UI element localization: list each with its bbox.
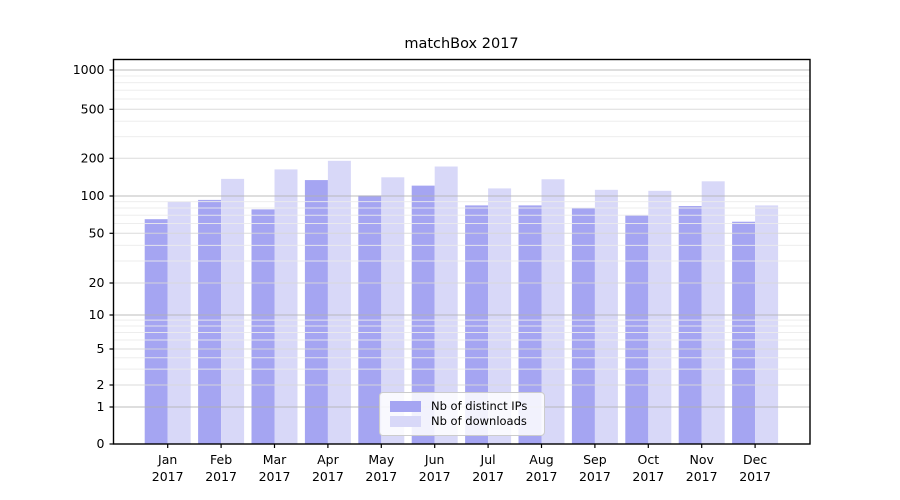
legend-swatch-distinct-ips: [390, 400, 421, 412]
chart-title: matchBox 2017: [404, 36, 519, 52]
x-tick-label: Oct 2017: [632, 452, 664, 484]
y-tick-label: 5: [97, 341, 105, 356]
y-tick-label: 0: [97, 436, 105, 451]
x-tick-label: Mar 2017: [259, 452, 291, 484]
legend: Nb of distinct IPs Nb of downloads: [379, 392, 545, 436]
y-tick-label: 1000: [73, 62, 105, 77]
bar-downloads-oct: [648, 190, 672, 444]
bar-ips-nov: [678, 206, 702, 444]
x-tick-label: Jun 2017: [419, 452, 451, 484]
legend-label-distinct-ips: Nb of distinct IPs: [431, 398, 528, 413]
bar-downloads-feb: [221, 178, 245, 444]
x-tick-label: May 2017: [365, 452, 397, 484]
bar-downloads-mar: [274, 169, 298, 444]
bar-ips-mar: [251, 209, 275, 444]
bar-ips-oct: [625, 215, 649, 444]
y-tick-label: 10: [89, 307, 105, 322]
bar-downloads-may: [381, 177, 405, 444]
x-tick-label: Apr 2017: [312, 452, 344, 484]
y-tick-label: 50: [89, 226, 105, 241]
x-tick-label: Dec 2017: [739, 452, 771, 484]
x-tick-label: Sep 2017: [579, 452, 611, 484]
y-tick-label: 2: [97, 377, 105, 392]
bar-ips-aug: [518, 205, 542, 444]
y-tick-label: 200: [81, 151, 105, 166]
legend-item-distinct-ips: Nb of distinct IPs: [390, 398, 544, 413]
bar-ips-jan: [144, 219, 168, 444]
y-tick-label: 1: [97, 399, 105, 414]
y-tick-label: 100: [81, 188, 105, 203]
bar-downloads-dec: [755, 205, 779, 444]
x-tick-label: Jan 2017: [152, 452, 184, 484]
legend-item-downloads: Nb of downloads: [390, 414, 544, 428]
bar-downloads-jan: [167, 201, 191, 444]
y-tick-label: 20: [89, 275, 105, 290]
bar-downloads-jun: [434, 166, 458, 444]
y-tick-label: 500: [81, 102, 105, 117]
bar-ips-jul: [465, 205, 489, 444]
bar-downloads-jul: [488, 188, 512, 444]
plot-border: [112, 58, 811, 445]
x-tick-label: Feb 2017: [205, 452, 237, 484]
bar-downloads-apr: [327, 160, 351, 444]
x-tick-label: Jul 2017: [472, 452, 504, 484]
legend-label-downloads: Nb of downloads: [431, 414, 527, 428]
x-tick-label: Nov 2017: [686, 452, 718, 484]
bar-downloads-nov: [701, 181, 725, 444]
x-tick-label: Aug 2017: [526, 452, 558, 484]
bar-ips-apr: [304, 180, 328, 444]
legend-swatch-downloads: [390, 416, 421, 428]
bar-downloads-sep: [594, 189, 618, 444]
